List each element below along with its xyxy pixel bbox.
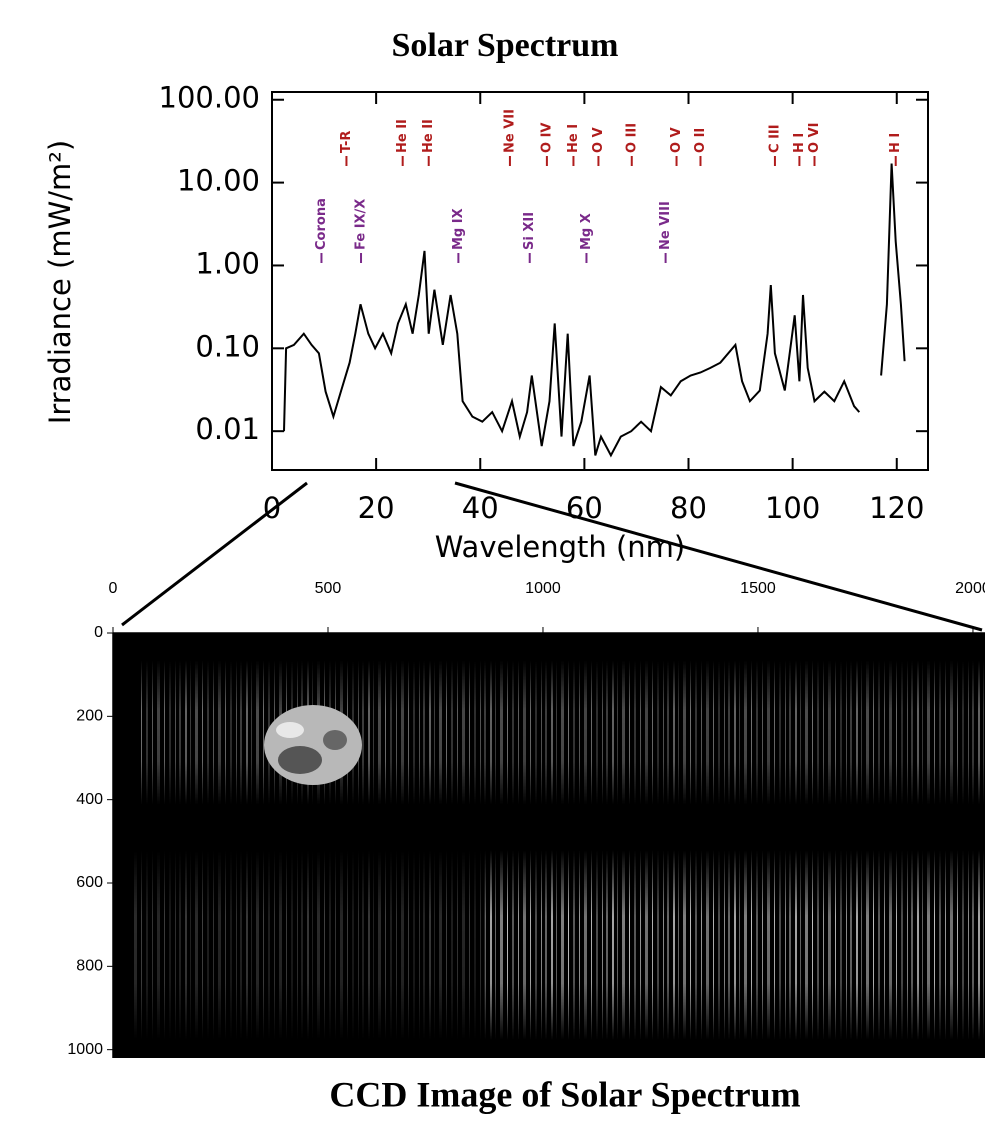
- chart-title: Solar Spectrum: [392, 27, 619, 64]
- x-tick-label: 500: [315, 580, 342, 597]
- x-tick-label: 40: [462, 491, 499, 525]
- annotation-label: Ne VIII: [658, 201, 673, 250]
- line-annotation: T-R: [339, 131, 354, 166]
- chart-title: CCD Image of Solar Spectrum: [329, 1074, 800, 1114]
- x-axis-label: Wavelength (nm): [435, 530, 686, 564]
- line-annotation: H I: [792, 133, 807, 166]
- y-tick-label: 1000: [67, 1041, 103, 1058]
- x-tick-label: 1500: [740, 580, 776, 597]
- line-annotation: He II: [421, 119, 436, 166]
- y-tick-label: 800: [76, 958, 103, 975]
- x-tick-label: 100: [765, 491, 820, 525]
- line-annotation: Corona: [314, 198, 329, 263]
- ccd-image: [113, 633, 985, 1058]
- zoom-line: [121, 481, 308, 627]
- line-annotation: He I: [566, 124, 581, 166]
- annotation-label: Fe IX/X: [354, 199, 369, 250]
- annotation-label: T-R: [339, 131, 354, 153]
- y-tick-label: 600: [76, 874, 103, 891]
- annotation-label: Corona: [314, 198, 329, 250]
- line-annotation: O II: [693, 128, 708, 166]
- line-annotation: O V: [591, 127, 606, 166]
- line-annotation: C III: [767, 124, 782, 166]
- annotation-label: O III: [624, 123, 639, 153]
- line-annotation: Ne VII: [502, 109, 517, 166]
- y-tick-label: 10.00: [177, 164, 260, 198]
- annotation-label: O V: [591, 127, 606, 153]
- y-axis-label: Irradiance (mW/m²): [43, 140, 77, 424]
- annotation-label: H I: [888, 133, 903, 153]
- x-tick-label: 60: [566, 491, 603, 525]
- y-tick-label: 100.00: [159, 81, 260, 115]
- line-annotation: Si XII: [522, 212, 537, 263]
- x-tick-label: 0: [263, 491, 281, 525]
- line-annotation: Mg X: [579, 213, 594, 263]
- y-tick-label: 400: [76, 791, 103, 808]
- line-annotation: O III: [624, 123, 639, 166]
- line-annotation: O V: [669, 127, 684, 166]
- annotation-label: C III: [767, 124, 782, 153]
- x-tick-label: 120: [869, 491, 924, 525]
- annotation-label: Si XII: [522, 212, 537, 250]
- line-annotation: O IV: [539, 123, 554, 166]
- line-annotation: O VI: [807, 123, 822, 166]
- line-annotation: He II: [395, 119, 410, 166]
- annotation-label: He I: [566, 124, 581, 153]
- spectrum-line: [283, 163, 906, 458]
- x-tick-label: 1000: [525, 580, 561, 597]
- annotation-label: Mg IX: [451, 208, 466, 250]
- annotation-label: O VI: [807, 123, 822, 153]
- line-annotation: Ne VIII: [658, 201, 673, 263]
- y-tick-label: 0: [94, 624, 103, 641]
- x-tick-label: 20: [358, 491, 395, 525]
- annotation-label: H I: [792, 133, 807, 153]
- line-annotation: Fe IX/X: [354, 199, 369, 263]
- annotation-label: Ne VII: [502, 109, 517, 153]
- zoom-line: [454, 481, 983, 632]
- annotation-label: O IV: [539, 123, 554, 153]
- x-tick-label: 80: [670, 491, 707, 525]
- line-annotation: Mg IX: [451, 208, 466, 263]
- y-tick-label: 1.00: [195, 246, 260, 280]
- y-tick-label: 0.10: [195, 329, 260, 363]
- y-tick-label: 200: [76, 708, 103, 725]
- x-tick-label: 0: [109, 580, 118, 597]
- plot-frame: [271, 91, 929, 471]
- y-tick-label: 0.01: [195, 412, 260, 446]
- annotation-label: He II: [395, 119, 410, 153]
- annotation-label: Mg X: [579, 213, 594, 250]
- line-annotation: H I: [888, 133, 903, 166]
- annotation-label: O II: [693, 128, 708, 153]
- annotation-label: O V: [669, 127, 684, 153]
- annotation-label: He II: [421, 119, 436, 153]
